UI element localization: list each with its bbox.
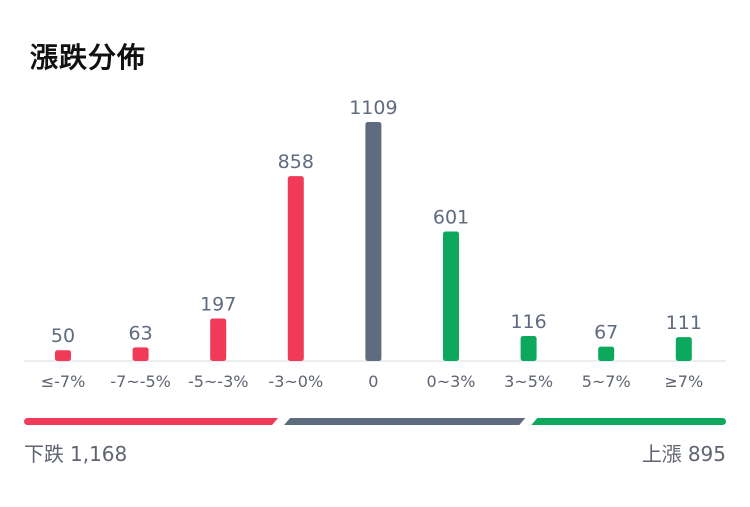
value-label-5: 601	[433, 207, 469, 229]
flat-proportion-bar	[284, 418, 526, 425]
tick-label-0: ≤-7%	[41, 372, 86, 391]
up-summary-label: 上漲	[641, 442, 682, 466]
value-label-7: 67	[594, 322, 618, 344]
bar-6	[520, 336, 537, 361]
tick-label-1: -7~-5%	[110, 372, 171, 391]
value-label-3: 858	[278, 151, 314, 173]
tick-label-6: 3~5%	[504, 372, 553, 391]
bar-1	[132, 347, 149, 361]
bar-2	[210, 318, 227, 361]
tick-label-7: 5~7%	[582, 372, 631, 391]
bar-5	[443, 231, 459, 361]
down-summary-value: 1,168	[70, 442, 128, 466]
bar-7	[598, 346, 615, 361]
bar-0	[55, 350, 71, 361]
bar-8	[675, 337, 692, 361]
down-summary-label: 下跌	[24, 442, 64, 466]
tick-label-5: 0~3%	[427, 372, 476, 391]
value-label-8: 111	[666, 312, 702, 334]
tick-label-2: -5~-3%	[188, 372, 249, 391]
tick-label-8: ≥7%	[664, 372, 703, 391]
down-summary: 下跌 1,168	[24, 438, 127, 467]
bar-3	[287, 176, 304, 361]
tick-label-3: -3~0%	[268, 372, 323, 391]
up-summary: 上漲 895	[642, 438, 726, 467]
value-label-0: 50	[51, 325, 75, 347]
value-label-1: 63	[129, 322, 153, 344]
value-label-4: 1109	[349, 97, 397, 119]
up-summary-value: 895	[687, 442, 726, 466]
chart-title: 漲跌分佈	[30, 41, 147, 74]
tick-label-4: 0	[368, 372, 378, 391]
down-proportion-bar	[24, 418, 279, 425]
value-label-2: 197	[200, 294, 236, 316]
bar-4	[365, 122, 382, 361]
value-label-6: 116	[510, 311, 546, 333]
up-proportion-bar	[531, 418, 726, 425]
